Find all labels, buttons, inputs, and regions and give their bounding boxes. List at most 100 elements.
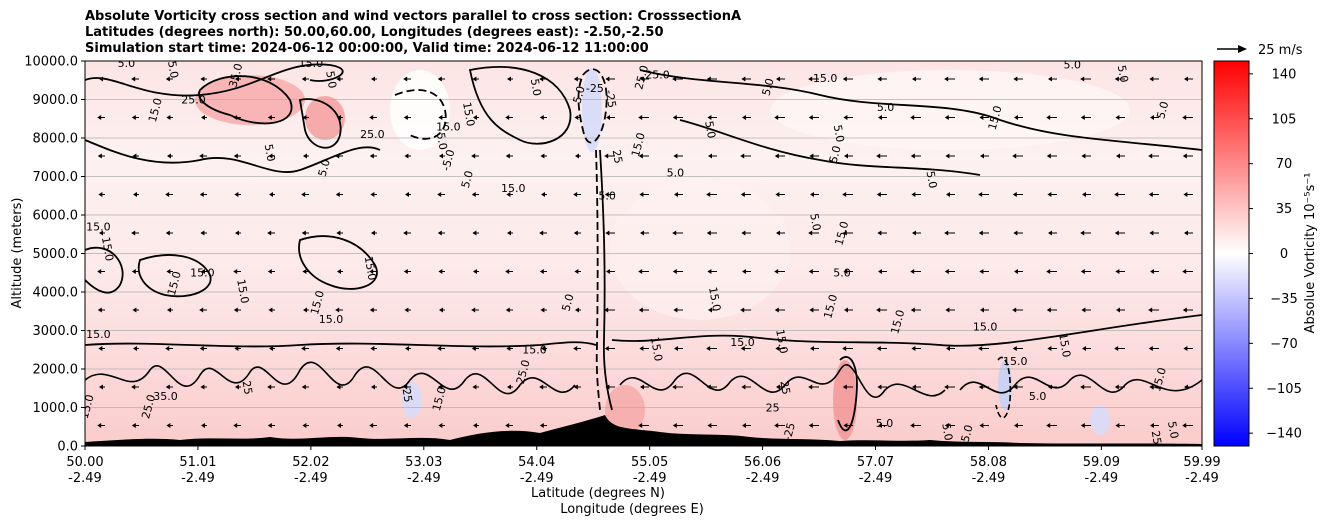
wind-arrow [131,423,139,428]
wind-arrow [944,230,955,236]
contour-label: 5.0 [831,124,847,143]
wind-arrow [507,384,513,390]
wind-arrow [878,115,887,120]
wind-arrow [809,153,819,159]
colorbar [1213,60,1250,447]
wind-arrow [233,269,241,274]
wind-arrow [1012,307,1023,313]
wind-arrow [1183,346,1193,351]
wind-arrow [133,346,139,351]
wind-arrow [303,307,309,313]
wind-arrow [912,76,921,82]
colorbar-ticks: 140 105 70 35 0 −35 −70 −105 −140 [1249,67,1302,442]
wind-arrow [167,307,173,313]
wind-arrow [978,346,989,351]
wind-arrow [97,307,105,313]
wind-arrow [131,384,139,390]
wind-arrow [1012,192,1023,197]
wind-arrow [269,346,275,351]
x-tick-label-lat: 50.00 [66,455,103,470]
x-tick-label-lon: -2.49 [859,471,893,486]
wind-arrow [167,153,173,159]
x-tick-label-lon: -2.49 [972,471,1006,486]
contour-label: 5.0 [702,120,718,139]
wind-arrow [439,307,445,313]
contour-label: 15.0 [629,131,648,158]
wind-arrow [640,230,649,236]
wind-arrow [131,115,139,120]
wind-arrow [876,346,887,351]
wind-arrow [1046,423,1057,428]
wind-arrow [1182,269,1193,274]
contour-label: 15.0 [973,321,998,334]
wind-arrow [131,269,139,274]
wind-arrow [335,307,343,313]
y-tick-label: 5000.0 [33,247,79,262]
wind-arrow [439,153,445,159]
wind-arrow [980,307,989,313]
wind-arrow [843,423,853,428]
x-tick-label-lat: 59.99 [1183,455,1220,470]
wind-arrow [1082,192,1091,197]
wind-arrow [97,423,105,428]
wind-arrow [267,423,275,428]
wind-arrow [844,307,853,313]
contour-label: 25.0 [645,68,670,81]
contour-label: 5.0 [528,78,544,97]
wind-arrow [1149,384,1159,390]
wind-arrow [1148,346,1159,351]
wind-arrow [437,76,445,82]
wind-arrow [1081,153,1091,159]
wind-arrow [1182,307,1193,313]
wind-arrow [742,423,751,428]
wind-arrow [438,269,445,274]
wind-arrow [437,346,445,351]
wind-arrow [740,192,751,197]
wind-arrow [369,115,377,120]
wind-arrow [911,192,921,197]
colorbar-tick-label: −35 [1270,292,1297,307]
wind-arrow [131,230,139,236]
wind-arrow [1184,230,1193,236]
wind-arrow [842,346,853,351]
contour-label: -5.0 [439,148,457,172]
wind-arrow [808,423,819,428]
wind-arrow [978,76,989,82]
contour-label: 15.0 [308,289,327,316]
wind-arrow [235,384,241,390]
wind-arrow [775,346,785,351]
wind-arrow [877,384,887,390]
wind-arrow [1080,76,1091,82]
wind-arrow [639,346,649,351]
y-tick-label: 4000.0 [33,286,79,301]
wind-arrow [573,230,581,236]
contour-label: 5.0 [827,144,844,164]
wind-arrow [369,423,377,428]
contour-label: 15.0 [460,101,477,127]
wind-arrow [97,115,105,120]
wind-arrow [1150,115,1159,120]
wind-arrow [405,192,411,197]
contour-label: 25 [399,387,414,403]
wind-arrow [437,384,445,390]
colorbar-tick-label: −70 [1270,337,1297,352]
wind-arrow [165,384,173,390]
wind-vectors [97,76,1193,428]
wind-arrow [201,269,207,274]
colorbar-tick-label: 0 [1280,247,1288,262]
wind-arrow [707,423,717,428]
wind-arrow [980,153,989,159]
wind-arrow [1080,115,1091,120]
wind-arrow [505,423,513,428]
x-tick-label-lon: -2.49 [1085,471,1119,486]
chart-title: Absolute Vorticity cross section and win… [85,9,741,57]
wind-arrow [672,115,683,120]
wind-arrow [1048,76,1057,82]
wind-arrow [674,192,683,197]
y-tick-label: 2000.0 [33,363,79,378]
wind-arrow [774,269,785,274]
x-tick-label-lat: 52.02 [292,455,329,470]
contour-label: 5.0 [1064,59,1082,72]
wind-arrow [165,230,173,236]
wind-arrow [1081,307,1091,313]
